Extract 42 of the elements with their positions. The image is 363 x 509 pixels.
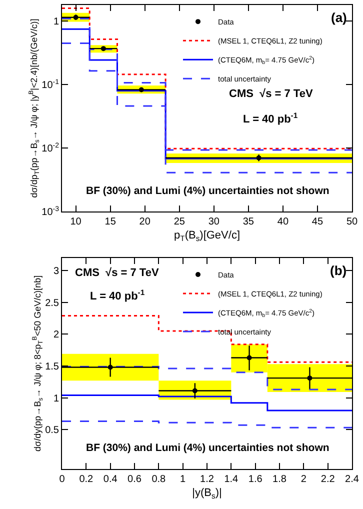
x-tick-label: 20 [139, 216, 151, 228]
annotation: (a) [331, 10, 347, 25]
annotation: CMS √s = 7 TeV [75, 267, 160, 279]
x-tick-label: 1 [180, 474, 186, 485]
annotation: (b) [330, 263, 347, 278]
y-tick-label: 0.5 [45, 425, 60, 436]
annotation: BF (30%) and Lumi (4%) uncertainties not shown [86, 185, 330, 197]
x-tick-label: 1.6 [248, 474, 263, 485]
y-tick-label: 10$^{-3}$ [42, 206, 60, 218]
x-tick-label: 1.4 [224, 474, 239, 485]
x-tick-label: 50 [346, 216, 358, 228]
y-tick-label: 1.5 [45, 361, 60, 372]
x-tick-label: 1.8 [272, 474, 287, 485]
annotation: L = 40 pb$^{-1}$ [90, 288, 146, 303]
x-tick-label: 40 [277, 216, 289, 228]
x-tick-label: 25 [174, 216, 186, 228]
x-tick-label: 2.4 [345, 474, 360, 485]
y-tick-label: 10$^{-2}$ [42, 142, 60, 155]
x-tick-label: 30 [208, 216, 220, 228]
annotation: L = 40 pb$^{-1}$ [243, 111, 298, 126]
y-tick-label: 3 [53, 266, 60, 278]
x-tick-label: 0.8 [152, 474, 166, 485]
x-axis-title: |y(B$_{s}$)| [192, 487, 222, 501]
x-tick-label: 45 [312, 216, 324, 228]
y-tick-label: 2 [53, 330, 60, 341]
y-tick-label: 10$^{-1}$ [42, 78, 60, 92]
x-tick-label: 2.2 [320, 474, 336, 485]
x-tick-label: 0 [59, 474, 66, 485]
x-tick-label: 0.6 [128, 474, 142, 485]
annotation: BF (30%) and Lumi (4%) uncertainties not shown [86, 442, 330, 454]
y-tick-label: 1 [53, 16, 60, 28]
y-tick-label: 2.5 [45, 298, 60, 309]
x-tick-label: 10 [70, 216, 82, 228]
x-tick-label: 35 [242, 216, 254, 228]
x-tick-label: 1.2 [200, 474, 214, 485]
y-tick-label: 1 [53, 393, 60, 404]
x-tick-label: 15 [104, 216, 116, 228]
annotation: CMS √s = 7 TeV [229, 88, 314, 100]
x-tick-label: 2 [300, 474, 307, 485]
x-tick-label: 0.4 [103, 474, 118, 485]
x-axis-title: p$_{T}$(B$_{s}$)[GeV/c] [174, 230, 240, 243]
x-tick-label: 0.2 [79, 474, 94, 485]
